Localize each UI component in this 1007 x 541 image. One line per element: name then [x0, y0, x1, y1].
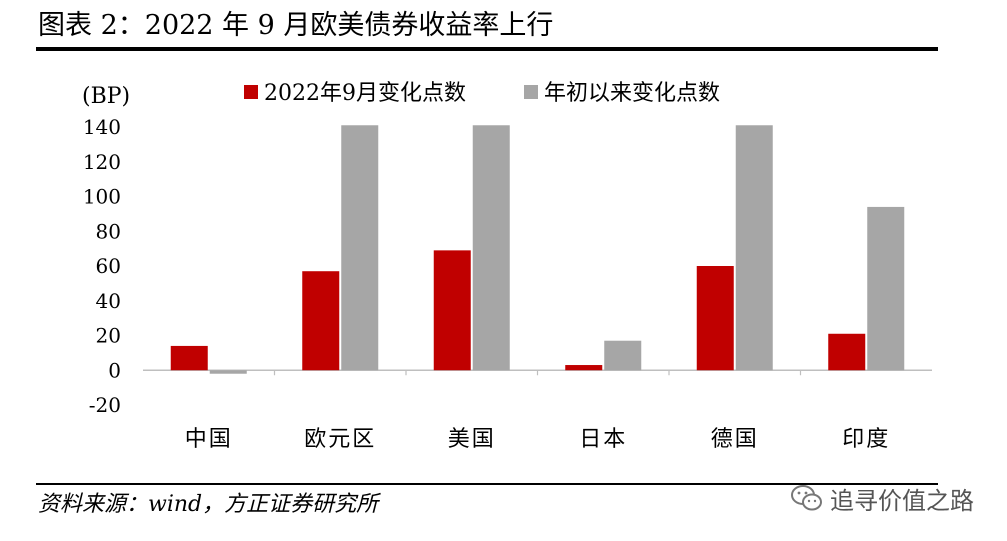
y-tick-label: 120: [83, 150, 121, 174]
source-rule: [36, 483, 938, 485]
bar-ytd: [341, 125, 379, 371]
x-tick-label: 美国: [448, 427, 496, 452]
x-tick-label: 欧元区: [304, 427, 376, 452]
legend-swatch: [524, 85, 538, 99]
x-tick-label: 德国: [711, 427, 759, 452]
legend-swatch: [244, 85, 258, 99]
wechat-icon: [791, 485, 822, 511]
y-tick-label: 140: [83, 115, 121, 139]
legend-label: 年初以来变化点数: [544, 81, 720, 106]
bar-ytd: [735, 125, 773, 371]
bar-sep-2022: [828, 333, 866, 371]
bar-sep-2022: [302, 271, 340, 371]
bar-ytd: [867, 206, 905, 371]
y-tick-label: 40: [96, 289, 121, 313]
figure-title: 图表 2：2022 年 9 月欧美债券收益率上行: [38, 10, 554, 41]
bars: [170, 125, 905, 374]
x-tick-label: 印度: [842, 427, 890, 452]
x-tick-label: 中国: [185, 427, 233, 452]
bar-sep-2022: [696, 266, 734, 371]
y-tick-label: 80: [96, 219, 121, 243]
bar-ytd: [472, 125, 510, 371]
legend-label: 2022年9月变化点数: [264, 81, 466, 106]
y-axis: -20 0 20 40 60 80 100 120 140: [83, 115, 121, 417]
y-tick-label: 0: [108, 358, 121, 382]
y-tick-label: -20: [89, 393, 121, 417]
bar-sep-2022: [433, 250, 471, 371]
bar-ytd: [209, 370, 247, 374]
title-rule: [36, 47, 938, 51]
y-tick-label: 20: [96, 324, 121, 348]
bar-ytd: [604, 340, 642, 371]
legend: 2022年9月变化点数 年初以来变化点数: [244, 81, 720, 106]
y-axis-unit-label: (BP): [82, 84, 130, 109]
y-tick-label: 60: [96, 254, 121, 278]
x-axis: 中国 欧元区 美国 日本 德国 印度: [143, 369, 932, 452]
figure-source: 资料来源：wind，方正证券研究所: [38, 492, 379, 517]
bar-sep-2022: [565, 365, 603, 371]
watermark-text: 追寻价值之路: [830, 486, 974, 515]
watermark: 追寻价值之路: [790, 482, 974, 515]
x-tick-label: 日本: [579, 427, 627, 452]
bar-sep-2022: [170, 345, 208, 371]
y-tick-label: 100: [83, 185, 121, 209]
bar-chart: -20 0 20 40 60 80 100 120 140 中国 欧元区 美国 日本 德国 印度 (BP)…: [82, 81, 932, 452]
